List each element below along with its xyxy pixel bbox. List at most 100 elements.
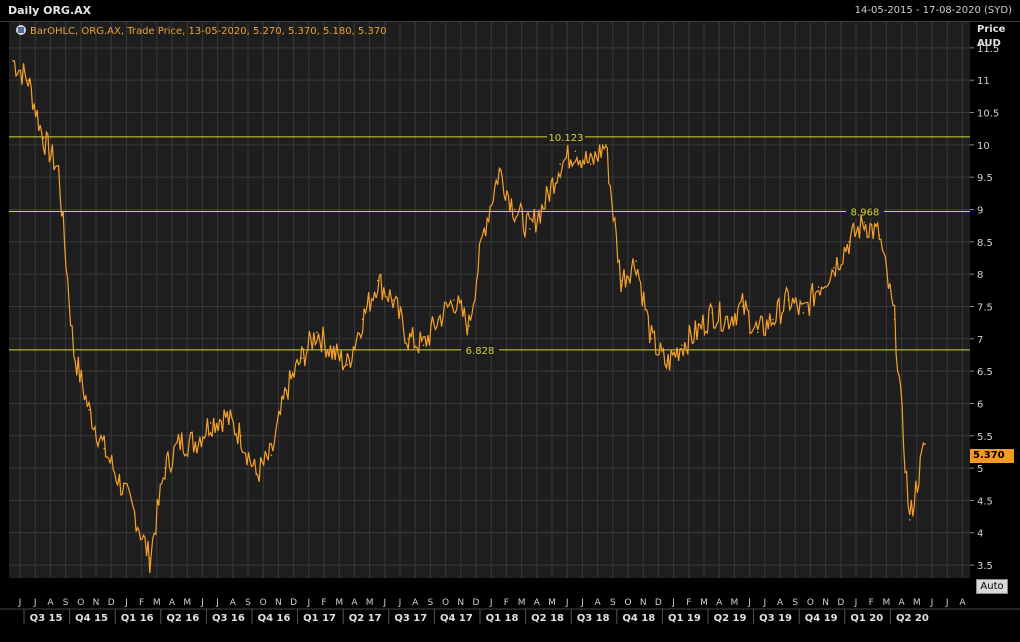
price-point [118, 480, 121, 482]
x-quarter-label: Q2 20 [896, 613, 929, 624]
price-point [802, 312, 805, 314]
x-month-label: J [930, 598, 934, 608]
x-month-label: M [700, 598, 708, 608]
x-month-label: D [290, 598, 297, 608]
price-point [589, 163, 592, 166]
x-month-label: A [47, 598, 54, 608]
x-month-label: M [518, 598, 526, 608]
x-quarter-label: Q3 17 [394, 613, 427, 624]
y-tick-label: 6 [977, 399, 983, 410]
x-month-label: J [747, 598, 751, 608]
x-quarter-label: Q1 17 [303, 613, 336, 624]
x-month-label: J [200, 598, 204, 608]
y-axis-title: Price [977, 24, 1006, 35]
y-axis-panel [970, 22, 1020, 578]
x-month-label: O [807, 598, 814, 608]
x-quarter-label: Q1 18 [486, 613, 519, 624]
chart-settings-icon-inner [18, 27, 24, 33]
price-point [437, 318, 440, 321]
price-point [331, 350, 334, 353]
price-point [12, 59, 14, 62]
price-point [574, 150, 577, 153]
price-point [726, 318, 729, 321]
auto-scale-button[interactable]: Auto [976, 579, 1008, 594]
x-month-label: A [899, 598, 906, 608]
x-month-label: F [321, 598, 326, 608]
price-point [863, 221, 865, 224]
x-month-label: N [640, 598, 647, 608]
x-month-label: N [93, 598, 100, 608]
price-point [422, 344, 425, 347]
x-month-label: J [762, 598, 766, 608]
x-month-label: O [260, 598, 267, 608]
price-point [529, 228, 531, 230]
y-tick-label: 4 [977, 529, 983, 540]
price-series-line [12, 60, 926, 573]
x-month-label: J [398, 598, 402, 608]
x-month-label: D [108, 598, 115, 608]
x-quarter-label: Q3 15 [30, 613, 63, 624]
last-price-badge: 5.370 [970, 449, 1014, 463]
price-point [240, 434, 242, 437]
price-point [346, 363, 349, 366]
x-month-label: J [671, 598, 675, 608]
x-month-label: A [534, 598, 541, 608]
price-point [544, 202, 546, 204]
x-month-label: A [230, 598, 237, 608]
x-quarter-label: Q4 15 [75, 613, 108, 624]
x-month-label: A [716, 598, 723, 608]
x-quarter-label: Q2 19 [714, 613, 747, 624]
price-point [270, 454, 273, 456]
x-month-label: F [869, 598, 874, 608]
x-month-label: M [153, 598, 161, 608]
y-tick-label: 6.5 [977, 367, 993, 378]
x-quarter-label: Q4 19 [805, 613, 838, 624]
price-point [635, 260, 637, 263]
x-axis-panel [0, 578, 1020, 642]
x-month-label: J [215, 598, 219, 608]
x-month-label: S [792, 598, 798, 608]
price-point [209, 422, 212, 424]
x-month-label: J [18, 598, 22, 608]
x-month-label: N [822, 598, 829, 608]
price-point [878, 234, 881, 237]
y-tick-label: 7 [977, 335, 983, 346]
x-month-label: A [777, 598, 784, 608]
x-quarter-label: Q1 16 [121, 613, 154, 624]
price-point [924, 443, 926, 445]
y-tick-label: 8 [977, 270, 983, 281]
x-month-label: A [169, 598, 176, 608]
price-point [711, 312, 713, 314]
level-label-bg [846, 205, 884, 218]
x-month-label: N [275, 598, 282, 608]
price-point [772, 318, 774, 321]
price-point [301, 357, 303, 359]
x-month-label: A [595, 598, 602, 608]
x-month-label: M [183, 598, 191, 608]
price-point [164, 467, 166, 469]
level-label-bg [461, 343, 499, 356]
level-line-label: 10.123 [549, 133, 584, 144]
x-quarter-label: Q4 18 [622, 613, 655, 624]
x-month-label: M [731, 598, 739, 608]
level-label-bg [547, 130, 585, 143]
title-bar: Daily ORG.AX 14-05-2015 - 17-08-2020 (SY… [0, 0, 1020, 22]
price-point [149, 557, 151, 560]
x-month-label: N [457, 598, 464, 608]
x-quarter-label: Q3 19 [759, 613, 792, 624]
x-month-label: J [33, 598, 37, 608]
x-quarter-label: Q2 16 [166, 613, 199, 624]
x-month-label: M [335, 598, 343, 608]
price-point [498, 169, 501, 172]
y-tick-label: 8.5 [977, 238, 993, 249]
x-month-label: S [428, 598, 434, 608]
x-month-label: D [655, 598, 662, 608]
price-point [817, 286, 820, 288]
price-point [392, 299, 394, 301]
price-point [103, 447, 105, 450]
x-quarter-label: Q2 18 [531, 613, 564, 624]
price-point [741, 305, 744, 308]
price-chart[interactable]: 3.5 4 4.5 5 5.5 6 6.5 7 7.5 8 8.5 9 9.5 10 10.5 11 11.5 P… [0, 22, 1020, 642]
price-point [27, 79, 30, 81]
x-month-label: J [565, 598, 569, 608]
